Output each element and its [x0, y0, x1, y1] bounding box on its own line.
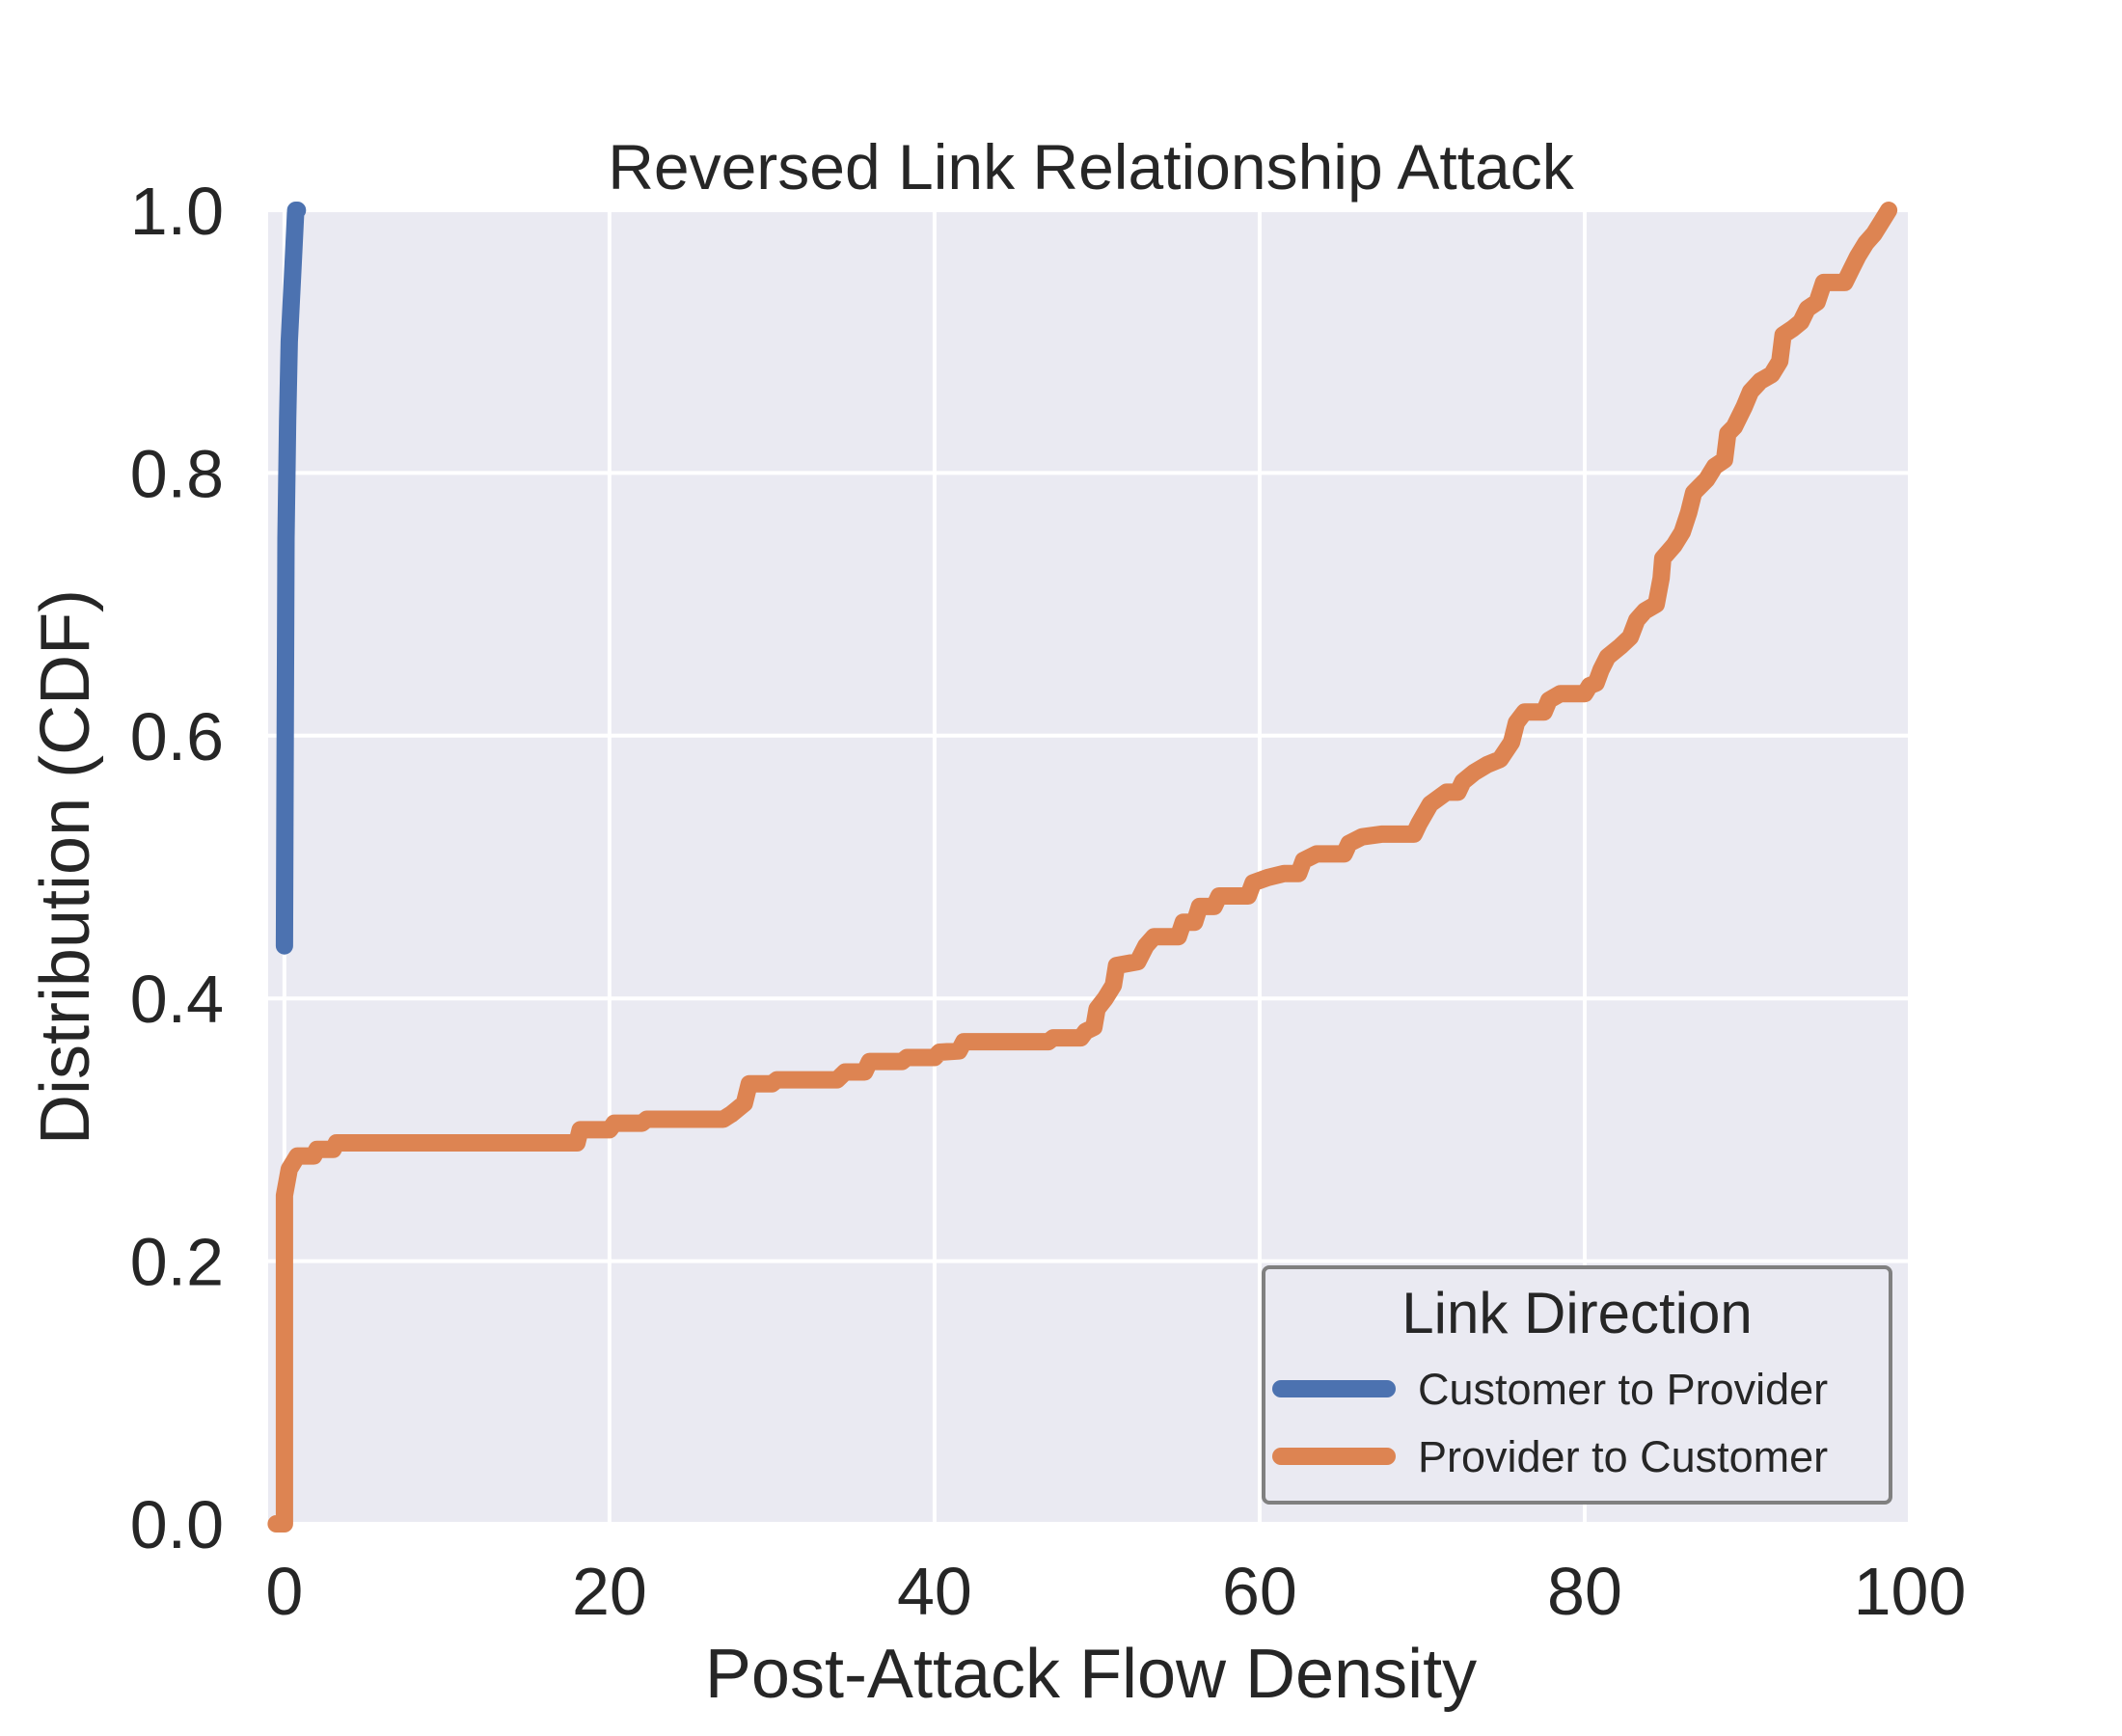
legend-title: Link Direction — [1401, 1281, 1753, 1345]
x-tick-label: 0 — [265, 1554, 303, 1629]
legend-box — [1262, 1265, 1892, 1505]
y-axis-label: Distribution (CDF) — [27, 589, 104, 1145]
chart-title: Reversed Link Relationship Attack — [608, 131, 1575, 203]
x-tick-labels: 0 20 40 60 80 100 — [265, 1554, 1966, 1629]
x-axis-label: Post-Attack Flow Density — [705, 1636, 1477, 1713]
x-tick-label: 100 — [1854, 1554, 1967, 1629]
y-tick-label: 0.4 — [130, 962, 224, 1037]
y-tick-label: 1.0 — [130, 174, 224, 249]
y-tick-label: 0.2 — [130, 1225, 224, 1300]
series-line-provider-to-customer — [267, 202, 1898, 1533]
x-tick-label: 60 — [1222, 1554, 1297, 1629]
y-tick-label: 0.6 — [130, 699, 224, 774]
series-line-customer-to-provider — [275, 202, 307, 955]
legend: Link Direction Customer to Provider Prov… — [1262, 1265, 1892, 1505]
legend-label-customer-to-provider: Customer to Provider — [1418, 1365, 1828, 1414]
grid-lines — [268, 208, 1912, 1526]
y-tick-label: 0.8 — [130, 436, 224, 511]
y-tick-label: 0.0 — [130, 1487, 224, 1562]
x-tick-label: 40 — [897, 1554, 972, 1629]
legend-label-provider-to-customer: Provider to Customer — [1418, 1432, 1828, 1481]
series-lines — [267, 202, 1898, 1533]
x-tick-label: 20 — [572, 1554, 647, 1629]
x-tick-label: 80 — [1547, 1554, 1622, 1629]
y-tick-labels: 0.0 0.2 0.4 0.6 0.8 1.0 — [130, 174, 224, 1562]
